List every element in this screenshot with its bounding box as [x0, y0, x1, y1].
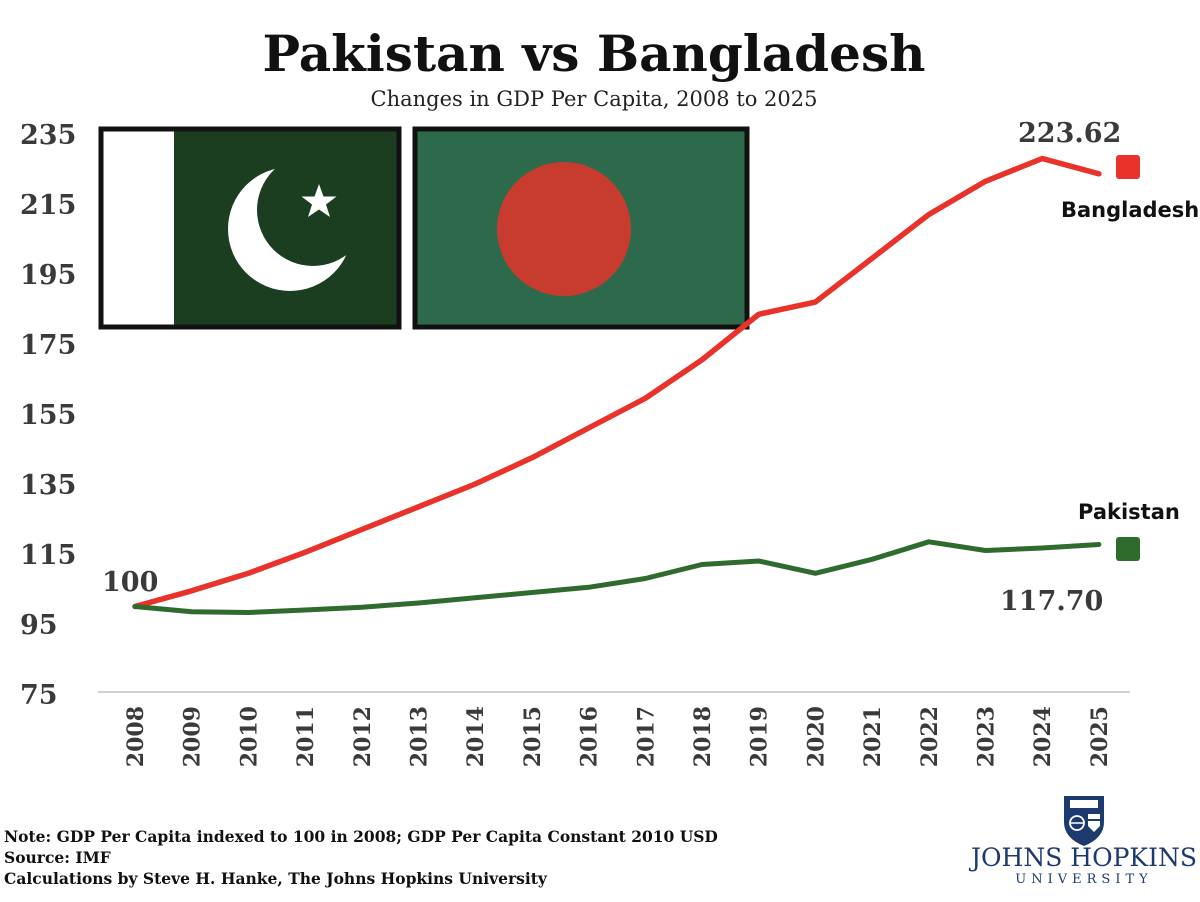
y-tick-label: 115 — [20, 540, 76, 571]
y-tick-label: 95 — [20, 610, 58, 641]
x-tick-label: 2012 — [350, 706, 376, 767]
x-tick-label: 2010 — [236, 706, 262, 767]
logo-line-1: JOHNS HOPKINS — [968, 843, 1197, 872]
pakistan-end-marker — [1116, 537, 1140, 561]
x-tick-label: 2015 — [520, 706, 546, 767]
pakistan-flag — [98, 126, 402, 330]
johns-hopkins-logo: JOHNS HOPKINS UNIVERSITY — [968, 796, 1197, 887]
bangladesh-end-marker — [1116, 155, 1140, 179]
series-line-pakistan — [132, 539, 1102, 615]
x-tick-label: 2016 — [577, 706, 603, 767]
start-value-label: 100 — [102, 567, 158, 598]
x-tick-label: 2022 — [917, 706, 943, 767]
y-tick-label: 235 — [20, 120, 76, 151]
y-tick-label: 195 — [20, 260, 76, 291]
y-tick-label: 175 — [20, 330, 76, 361]
credits-line: Calculations by Steve H. Hanke, The John… — [4, 869, 547, 888]
source-line: Source: IMF — [4, 848, 111, 867]
y-tick-label: 135 — [20, 470, 76, 501]
y-axis-ticks: 75 95 115 135 155 175 195 215 235 — [20, 120, 76, 711]
bangladesh-end-value-label: 223.62 — [1018, 118, 1121, 149]
x-tick-label: 2017 — [633, 706, 659, 767]
series-group — [132, 155, 1102, 615]
x-tick-label: 2009 — [180, 706, 206, 767]
chart-notes: Note: GDP Per Capita indexed to 100 in 2… — [4, 826, 718, 889]
bangladesh-series-label: Bangladesh — [1061, 198, 1199, 222]
x-tick-label: 2011 — [293, 706, 319, 767]
y-tick-label: 75 — [20, 680, 58, 711]
x-tick-label: 2024 — [1030, 706, 1056, 767]
x-tick-label: 2020 — [803, 706, 829, 767]
x-axis-ticks: 2008 2009 2010 2011 2012 2013 2014 2015 2016 2017… — [123, 706, 1113, 767]
series-line-bangladesh — [132, 155, 1102, 610]
x-tick-label: 2014 — [463, 706, 489, 767]
chart-subtitle: Changes in GDP Per Capita, 2008 to 2025 — [371, 87, 818, 111]
x-tick-label: 2013 — [407, 706, 433, 767]
x-tick-label: 2021 — [860, 706, 886, 767]
x-tick-label: 2023 — [974, 706, 1000, 767]
pakistan-end-value-label: 117.70 — [1000, 586, 1103, 617]
star-icon — [301, 184, 337, 217]
shield-icon — [1064, 796, 1104, 846]
y-tick-label: 155 — [20, 400, 76, 431]
x-tick-label: 2018 — [690, 706, 716, 767]
logo-line-2: UNIVERSITY — [1015, 872, 1152, 887]
bangladesh-flag — [412, 126, 750, 330]
x-tick-label: 2025 — [1087, 706, 1113, 767]
note-line: Note: GDP Per Capita indexed to 100 in 2… — [4, 827, 718, 846]
y-tick-label: 215 — [20, 190, 76, 221]
x-tick-label: 2008 — [123, 706, 149, 767]
pakistan-series-label: Pakistan — [1078, 500, 1180, 524]
x-tick-label: 2019 — [747, 706, 773, 767]
chart-title: Pakistan vs Bangladesh — [263, 24, 926, 83]
